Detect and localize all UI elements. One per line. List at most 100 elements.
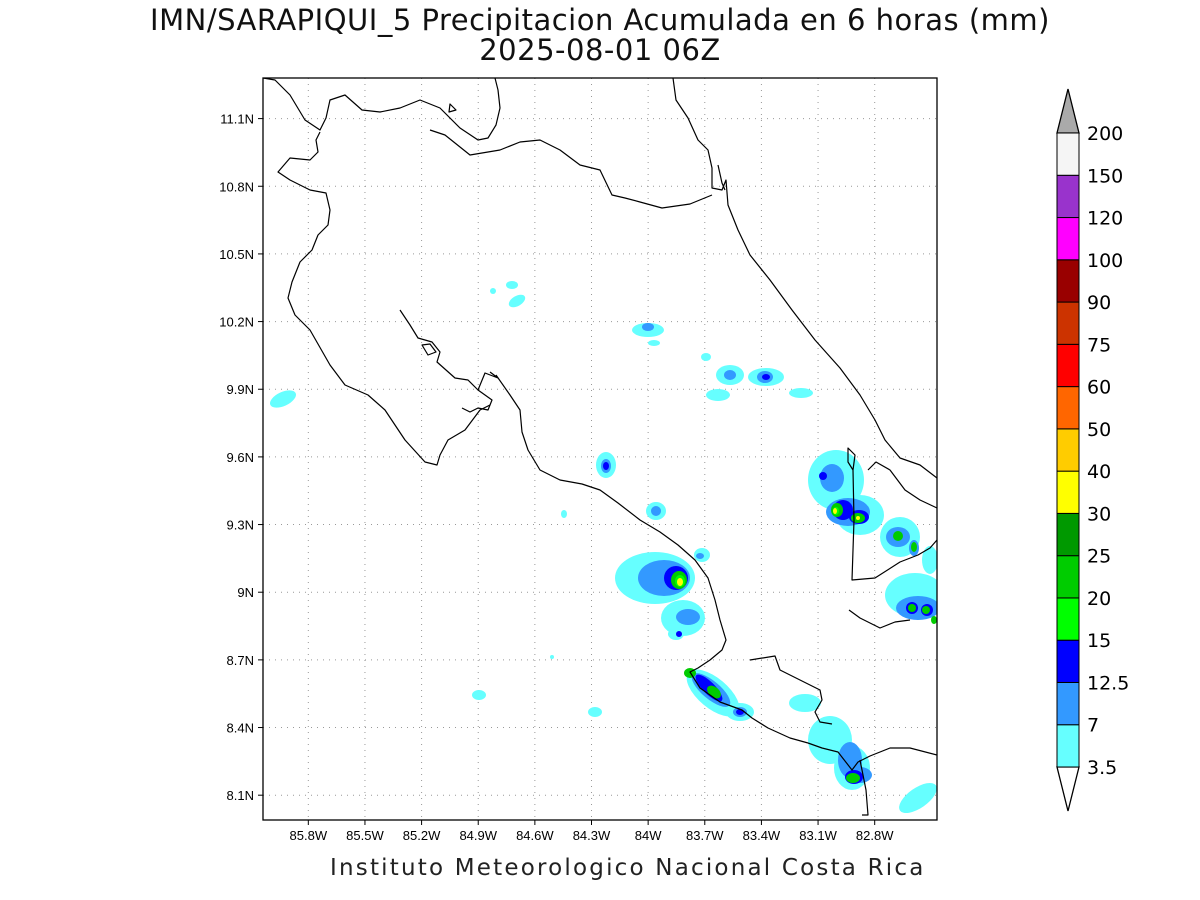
precip-cell [642, 323, 654, 331]
precip-cell [820, 464, 844, 492]
x-tick-label: 85.5W [346, 828, 384, 843]
colorbar-swatch [1056, 597, 1080, 641]
precip-cell [931, 616, 937, 624]
colorbar-swatch [1056, 724, 1080, 768]
precip-cell [490, 288, 496, 294]
precip-cell [701, 353, 711, 361]
precip-cell [696, 553, 704, 559]
precip-cell [724, 370, 736, 380]
precip-cell [819, 472, 827, 480]
colorbar-label: 50 [1087, 419, 1111, 441]
colorbar-label: 120 [1087, 208, 1123, 230]
colorbar-under-triangle [1056, 766, 1080, 812]
x-tick-label: 85.2W [403, 828, 441, 843]
x-tick-label: 84.9W [459, 828, 497, 843]
map-frame [262, 77, 938, 821]
colorbar-label: 40 [1087, 461, 1111, 483]
colorbar-swatch [1056, 301, 1080, 345]
precip-cell [922, 606, 930, 614]
precip-cell [550, 655, 554, 659]
colorbar-label: 3.5 [1087, 757, 1117, 779]
colorbar-label: 30 [1087, 503, 1111, 525]
precip-cell [762, 374, 770, 380]
x-tick-label: 83.1W [799, 828, 837, 843]
x-tick-label: 84.3W [573, 828, 611, 843]
y-tick-label: 10.5N [219, 247, 254, 262]
precip-cell [908, 604, 916, 612]
precip-cell [648, 340, 660, 346]
colorbar-swatch [1056, 259, 1080, 303]
colorbar-swatch [1056, 639, 1080, 683]
y-tick-label: 10.2N [219, 315, 254, 330]
precip-cell [508, 294, 526, 308]
y-tick-label: 9.6N [227, 450, 254, 465]
y-tick-label: 8.7N [227, 653, 254, 668]
precip-cell [506, 281, 518, 289]
footer-credit: Instituto Meteorologico Nacional Costa R… [330, 855, 926, 881]
precip-cell [676, 631, 682, 637]
x-axis: 85.8W 85.5W 85.2W 84.9W 84.6W 84.3W 84W 83.7W 83… [290, 820, 894, 843]
colorbar-swatch [1056, 217, 1080, 261]
x-tick-label: 83.7W [686, 828, 724, 843]
colorbar-swatch [1056, 681, 1080, 726]
colorbar-label: 25 [1087, 546, 1111, 568]
precip-cell [922, 546, 937, 574]
colorbar-swatch [1056, 555, 1080, 599]
x-tick-label: 85.8W [290, 828, 328, 843]
precip-cell [603, 462, 609, 470]
colorbar-label: 20 [1087, 588, 1111, 610]
colorbar-swatch [1056, 132, 1080, 176]
precipitation-field [269, 281, 937, 814]
chart-title: IMN/SARAPIQUI_5 Precipitacion Acumulada … [150, 3, 1050, 37]
precip-cell [833, 508, 837, 514]
precip-cell [856, 516, 860, 520]
x-tick-label: 83.4W [743, 828, 781, 843]
y-tick-label: 9.3N [227, 518, 254, 533]
colorbar-swatch [1056, 512, 1080, 557]
precip-cell [899, 782, 937, 814]
precip-cell [789, 388, 813, 398]
colorbar-swatch [1056, 386, 1080, 430]
colorbar-over-triangle [1056, 88, 1080, 134]
colorbar-label: 60 [1087, 377, 1111, 399]
colorbar-swatch [1056, 343, 1080, 388]
precip-cell [472, 690, 486, 700]
y-tick-label: 8.1N [227, 788, 254, 803]
y-tick-label: 9N [237, 585, 254, 600]
precip-cell [651, 506, 661, 516]
x-tick-label: 82.8W [856, 828, 894, 843]
x-tick-label: 84W [635, 828, 662, 843]
colorbar-label: 12.5 [1087, 672, 1129, 694]
colorbar-swatch [1056, 428, 1080, 472]
x-tick-label: 84.6W [516, 828, 554, 843]
precip-cell [789, 694, 821, 712]
precip-cell [677, 578, 683, 586]
precip-cell [706, 389, 730, 401]
colorbar-label: 75 [1087, 334, 1111, 356]
precip-cell [893, 531, 903, 541]
precip-cell [561, 510, 567, 518]
colorbar: 3.5 7 12.5 15 20 25 30 40 50 60 75 90 100 120 150 200 [1056, 88, 1129, 812]
precip-cell [588, 707, 602, 717]
y-axis: 11.1N 10.8N 10.5N 10.2N 9.9N 9.6N 9.3N 9N 8.7N 8.… [219, 112, 263, 803]
colorbar-label: 200 [1087, 123, 1123, 145]
colorbar-swatch [1056, 174, 1080, 219]
map-grid [263, 78, 937, 820]
precip-cell [911, 542, 917, 552]
colorbar-label: 7 [1087, 715, 1099, 737]
precip-cell [846, 773, 860, 783]
chart-subtitle: 2025-08-01 06Z [479, 33, 721, 67]
precip-cell [676, 609, 700, 625]
colorbar-label: 90 [1087, 292, 1111, 314]
y-tick-label: 8.4N [227, 721, 254, 736]
y-tick-label: 10.8N [219, 179, 254, 194]
y-tick-label: 11.1N [220, 112, 254, 127]
colorbar-label: 100 [1087, 250, 1123, 272]
coastline [263, 78, 937, 816]
colorbar-label: 15 [1087, 630, 1111, 652]
colorbar-swatch [1056, 470, 1080, 514]
colorbar-label: 150 [1087, 165, 1123, 187]
y-tick-label: 9.9N [227, 382, 254, 397]
precip-cell [269, 390, 297, 408]
